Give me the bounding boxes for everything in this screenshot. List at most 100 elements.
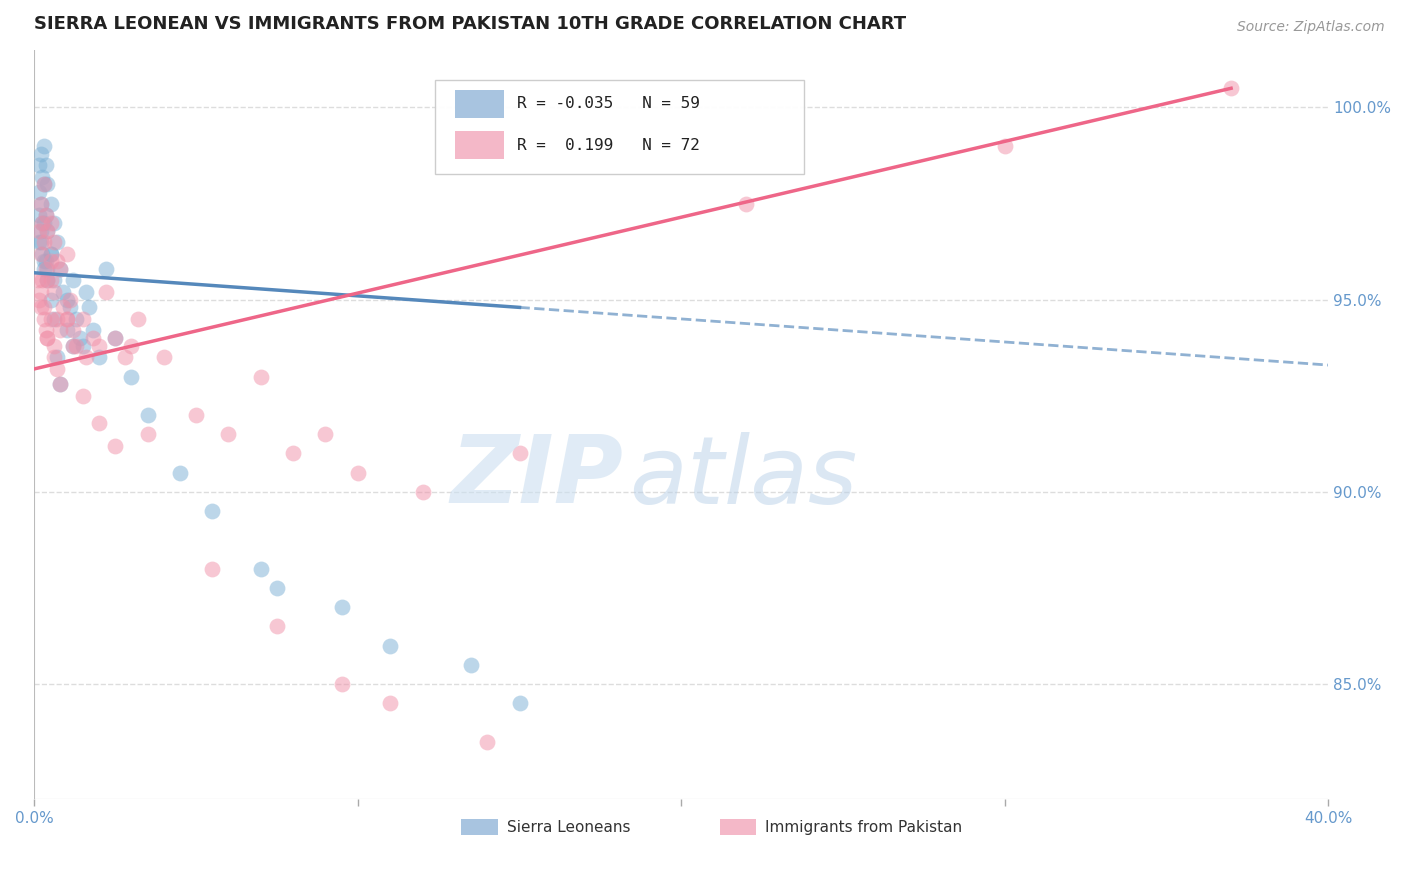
Point [55,312,77,326]
Point [994,139,1017,153]
Point [62,323,84,337]
Point [79,301,101,315]
Point [30,246,52,260]
Point [82,323,104,337]
Point [42,312,65,326]
Point [55,246,77,260]
Point [39,246,62,260]
Point [114,351,136,365]
Bar [456,131,503,160]
Point [52,285,75,299]
Point [87,339,110,353]
Point [59,301,82,315]
Point [735,196,758,211]
Point [314,427,336,442]
Point [31,273,53,287]
Point [39,293,62,307]
Point [28,185,51,199]
Point [32,235,55,249]
Point [37,223,59,237]
Point [31,246,53,260]
Point [30,285,52,299]
Point [39,312,62,326]
Point [55,323,77,337]
Point [136,408,159,422]
Point [42,216,65,230]
Point [35,323,58,337]
Point [37,273,59,287]
Point [49,377,72,392]
Point [460,657,482,672]
Point [201,562,224,576]
Point [49,377,72,392]
Point [32,301,55,315]
Point [120,339,142,353]
Point [104,331,127,345]
Point [37,273,59,287]
Point [37,262,59,277]
Point [509,696,531,710]
Text: Source: ZipAtlas.com: Source: ZipAtlas.com [1237,20,1385,34]
Point [330,677,353,691]
Point [69,331,91,345]
Point [217,427,239,442]
Point [30,301,52,315]
Point [37,223,59,237]
Point [82,331,104,345]
Point [30,196,52,211]
Point [46,351,69,365]
Point [75,285,97,299]
Point [46,362,69,376]
Point [72,312,94,326]
Point [35,254,58,268]
Point [28,208,51,222]
Text: R = -0.035   N = 59: R = -0.035 N = 59 [517,96,700,112]
Point [42,339,65,353]
FancyBboxPatch shape [436,79,804,174]
Point [136,427,159,442]
Point [46,254,69,268]
Point [46,235,69,249]
Text: atlas: atlas [630,432,858,523]
Point [120,369,142,384]
Point [32,139,55,153]
Bar [461,819,498,836]
Point [94,262,117,277]
Point [37,331,59,345]
Point [49,262,72,277]
Point [62,339,84,353]
Point [28,158,51,172]
Bar [456,89,503,118]
Point [55,312,77,326]
Point [39,216,62,230]
Point [31,216,53,230]
Point [42,273,65,287]
Point [32,254,55,268]
Point [28,293,51,307]
Point [281,446,304,460]
Point [30,196,52,211]
Point [35,208,58,222]
Point [32,216,55,230]
Point [30,235,52,249]
Point [52,301,75,315]
Point [31,169,53,184]
Point [412,484,434,499]
Point [87,351,110,365]
Point [35,262,58,277]
Point [330,600,353,615]
Point [49,323,72,337]
Text: Immigrants from Pakistan: Immigrants from Pakistan [765,820,963,835]
Point [72,339,94,353]
Text: Sierra Leoneans: Sierra Leoneans [506,820,630,835]
Text: SIERRA LEONEAN VS IMMIGRANTS FROM PAKISTAN 10TH GRADE CORRELATION CHART: SIERRA LEONEAN VS IMMIGRANTS FROM PAKIST… [34,15,907,33]
Point [30,223,52,237]
Point [249,562,271,576]
Point [37,331,59,345]
Point [28,235,51,249]
Point [104,439,127,453]
Point [152,351,174,365]
Point [378,696,401,710]
Point [509,446,531,460]
Point [35,208,58,222]
